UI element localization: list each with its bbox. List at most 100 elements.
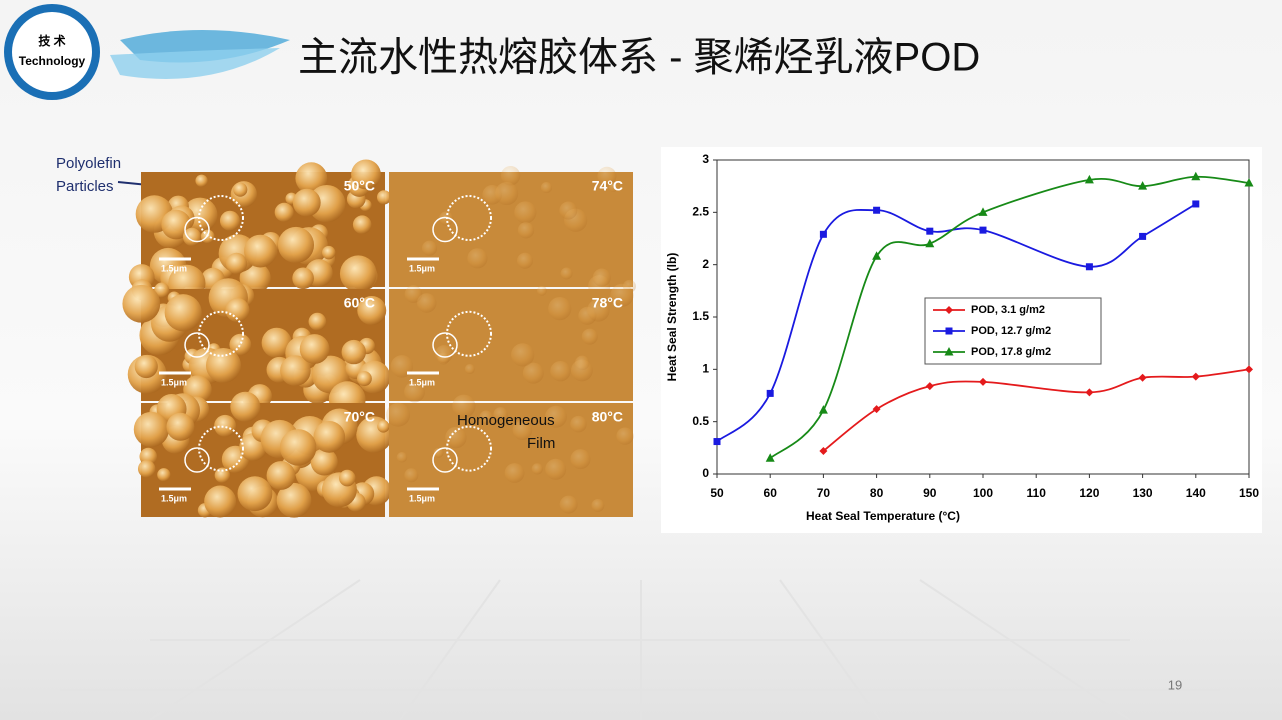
- slide-title: 主流水性热熔胶体系 - 聚烯烃乳液POD: [298, 36, 980, 80]
- y-tick-label: 3: [702, 152, 709, 166]
- afm-particle: [591, 498, 605, 512]
- temperature-label: 74°C: [592, 178, 623, 194]
- afm-particle: [357, 296, 387, 325]
- afm-marker: [184, 332, 210, 358]
- afm-particle: [164, 294, 202, 332]
- afm-particle: [504, 463, 525, 483]
- afm-particle: [310, 448, 338, 476]
- afm-particle: [292, 267, 314, 290]
- logo-disc: [12, 12, 92, 92]
- x-tick-label: 110: [1027, 486, 1047, 500]
- scale-label: 1.5μm: [161, 493, 187, 503]
- point: [1192, 200, 1200, 208]
- x-tick-label: 70: [817, 486, 831, 500]
- film-label: Homogeneous: [457, 412, 555, 429]
- point: [1085, 263, 1093, 271]
- afm-particle: [229, 333, 252, 356]
- afm-marker: [432, 216, 458, 243]
- point: [1245, 365, 1253, 374]
- afm-particle: [233, 182, 248, 197]
- afm-panel: [389, 403, 633, 517]
- x-tick-label: 90: [923, 486, 937, 500]
- afm-particle: [122, 284, 161, 323]
- point: [1138, 181, 1148, 190]
- afm-particle: [495, 181, 519, 206]
- y-tick-label: 0: [702, 466, 709, 480]
- afm-particle: [154, 282, 170, 298]
- afm-particle: [133, 411, 169, 448]
- y-tick-label: 2.5: [692, 205, 709, 219]
- scale-label: 1.5μm: [161, 263, 187, 273]
- afm-particle: [587, 299, 610, 322]
- legend-marker: [945, 327, 953, 335]
- temperature-label: 78°C: [592, 295, 623, 311]
- legend-label: POD, 17.8 g/m2: [971, 346, 1051, 358]
- logo-text: Technology: [19, 54, 86, 68]
- scale-label: 1.5μm: [409, 493, 435, 503]
- afm-particle: [531, 463, 543, 475]
- afm-particle: [597, 166, 617, 186]
- point: [873, 206, 881, 214]
- afm-particle: [545, 405, 567, 428]
- afm-particle: [616, 427, 634, 445]
- legend-label: POD, 12.7 g/m2: [971, 325, 1051, 337]
- point: [1244, 178, 1254, 187]
- afm-particle: [522, 362, 544, 384]
- legend-marker: [945, 306, 953, 314]
- afm-particle: [137, 460, 156, 478]
- point: [925, 382, 934, 391]
- afm-particle: [157, 468, 171, 482]
- afm-particle: [195, 174, 208, 187]
- page-number: 19: [1168, 677, 1182, 692]
- point: [872, 251, 882, 260]
- afm-particle: [356, 371, 372, 387]
- afm-particle: [517, 222, 535, 239]
- temperature-label: 80°C: [592, 409, 623, 425]
- afm-particle: [200, 229, 215, 244]
- afm-particle: [339, 255, 377, 293]
- afm-particle: [404, 468, 419, 483]
- point: [818, 405, 828, 414]
- x-tick-label: 140: [1186, 486, 1206, 500]
- afm-particle: [550, 360, 571, 382]
- afm-particle: [205, 347, 241, 383]
- logo-text: 技 术: [38, 33, 65, 48]
- x-tick-label: 100: [973, 486, 993, 500]
- afm-particle: [225, 297, 250, 323]
- temperature-label: 70°C: [344, 409, 375, 425]
- x-tick-label: 120: [1079, 486, 1099, 500]
- x-tick-label: 150: [1239, 486, 1259, 500]
- film-label: Film: [527, 435, 555, 452]
- afm-particle: [166, 412, 195, 441]
- scale-label: 1.5μm: [409, 377, 435, 387]
- afm-particle: [479, 410, 493, 425]
- afm-particle: [559, 201, 578, 220]
- afm-particle: [404, 285, 423, 303]
- afm-particle: [517, 252, 533, 269]
- afm-particle: [276, 482, 312, 518]
- legend-label: POD, 3.1 g/m2: [971, 304, 1045, 316]
- point: [872, 405, 881, 414]
- scale-label: 1.5μm: [161, 377, 187, 387]
- afm-particle: [545, 458, 567, 480]
- afm-particle: [279, 429, 317, 466]
- afm-particle: [376, 190, 392, 205]
- afm-images: 1.5μm 50°C 1.5μm 74°C 1.5μm 60°C 1.5μm 78°C 1.5μ…: [122, 159, 636, 518]
- afm-particle: [341, 339, 366, 365]
- x-tick-label: 80: [870, 486, 884, 500]
- afm-particle: [500, 166, 521, 186]
- afm-particle: [610, 283, 634, 307]
- point: [819, 446, 828, 455]
- y-tick-label: 1.5: [692, 309, 709, 323]
- afm-particle: [416, 293, 437, 313]
- afm-marker: [184, 447, 210, 473]
- afm-particle: [493, 407, 508, 422]
- y-tick-label: 0.5: [692, 414, 709, 428]
- x-axis-title: Heat Seal Temperature (°C): [806, 509, 960, 523]
- point: [1191, 372, 1200, 381]
- afm-particle: [237, 476, 273, 512]
- afm-particle: [280, 355, 311, 386]
- y-tick-label: 1: [702, 362, 709, 376]
- point: [1139, 232, 1147, 240]
- x-tick-label: 130: [1133, 486, 1153, 500]
